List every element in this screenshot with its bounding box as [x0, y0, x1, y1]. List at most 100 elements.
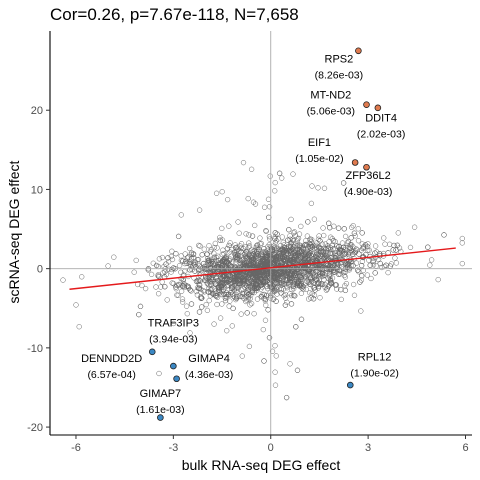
- background-point: [238, 311, 244, 317]
- background-point: [345, 251, 352, 257]
- background-point: [180, 258, 186, 264]
- background-point: [211, 244, 217, 251]
- background-point: [291, 292, 297, 298]
- background-point: [385, 269, 391, 276]
- background-point: [215, 264, 222, 270]
- background-point: [300, 250, 307, 257]
- background-point: [184, 255, 191, 261]
- background-point: [211, 254, 218, 260]
- background-point: [386, 241, 393, 247]
- background-point: [201, 246, 207, 252]
- background-point: [213, 293, 219, 299]
- background-point: [311, 216, 318, 222]
- background-point: [324, 286, 330, 292]
- background-point: [332, 252, 338, 258]
- background-point: [266, 233, 273, 240]
- background-point: [276, 170, 283, 176]
- background-point: [287, 233, 293, 239]
- background-point: [411, 224, 418, 230]
- background-point: [304, 233, 311, 239]
- x-tick-label: -6: [71, 442, 81, 454]
- background-point: [253, 282, 259, 288]
- background-point: [196, 309, 203, 315]
- background-point: [288, 292, 295, 299]
- background-point: [284, 277, 290, 283]
- background-point: [227, 298, 233, 304]
- background-point: [292, 252, 299, 259]
- background-point: [196, 266, 202, 272]
- background-point: [236, 257, 243, 263]
- background-point: [285, 275, 291, 282]
- background-point: [213, 281, 219, 287]
- background-point: [311, 270, 317, 276]
- background-point: [213, 275, 220, 282]
- background-point: [285, 237, 291, 243]
- background-point: [264, 254, 270, 260]
- background-point: [133, 257, 139, 264]
- background-point: [169, 280, 175, 286]
- background-point: [239, 287, 245, 293]
- background-point: [287, 236, 293, 242]
- background-point: [321, 263, 327, 269]
- background-point: [188, 288, 194, 294]
- background-point: [254, 296, 261, 302]
- background-point: [237, 260, 244, 266]
- background-point: [153, 262, 160, 269]
- background-point: [266, 270, 272, 276]
- background-point: [196, 277, 202, 283]
- annotation-pvalue-mt-nd2: (5.06e-03): [307, 105, 355, 117]
- background-point: [312, 264, 318, 270]
- background-point: [356, 269, 362, 275]
- background-point: [287, 244, 294, 250]
- background-point: [222, 295, 229, 301]
- highlight-point-eif1: [351, 159, 359, 166]
- background-point: [272, 343, 278, 349]
- background-point: [288, 277, 294, 283]
- background-point: [347, 242, 354, 248]
- background-point: [294, 270, 300, 277]
- background-point: [383, 262, 389, 268]
- background-point: [341, 226, 347, 232]
- annotation-pvalue-ddit4: (2.02e-03): [357, 128, 405, 140]
- background-point: [159, 279, 165, 285]
- background-point: [291, 229, 298, 235]
- background-point: [260, 267, 266, 273]
- background-point: [276, 246, 283, 252]
- background-point: [290, 282, 296, 288]
- background-point: [302, 274, 308, 280]
- background-point: [156, 370, 162, 377]
- background-point: [279, 247, 286, 253]
- background-point: [197, 243, 203, 249]
- background-point: [221, 291, 227, 297]
- background-point: [331, 223, 337, 229]
- background-point: [215, 253, 221, 259]
- background-point: [150, 260, 156, 266]
- background-point: [239, 291, 246, 297]
- background-point: [350, 281, 357, 288]
- background-point: [342, 250, 348, 257]
- background-point: [282, 257, 288, 263]
- background-point: [199, 304, 205, 310]
- background-point: [179, 299, 186, 305]
- background-point: [196, 242, 202, 249]
- y-tick-label: -20: [27, 422, 43, 434]
- background-point: [262, 317, 269, 323]
- background-point: [245, 274, 251, 280]
- background-point: [300, 286, 306, 292]
- background-point: [360, 244, 367, 250]
- background-point: [267, 289, 273, 296]
- background-point: [356, 251, 362, 257]
- background-point: [326, 220, 332, 226]
- background-point: [165, 255, 171, 261]
- background-point: [238, 248, 244, 255]
- background-point: [364, 272, 371, 278]
- background-point: [229, 291, 235, 298]
- background-point: [350, 263, 356, 269]
- x-axis-title: bulk RNA-seq DEG effect: [182, 457, 341, 473]
- background-point: [319, 271, 325, 277]
- background-point: [291, 270, 298, 277]
- background-point: [221, 257, 227, 263]
- background-point: [325, 243, 331, 249]
- background-point: [310, 251, 316, 257]
